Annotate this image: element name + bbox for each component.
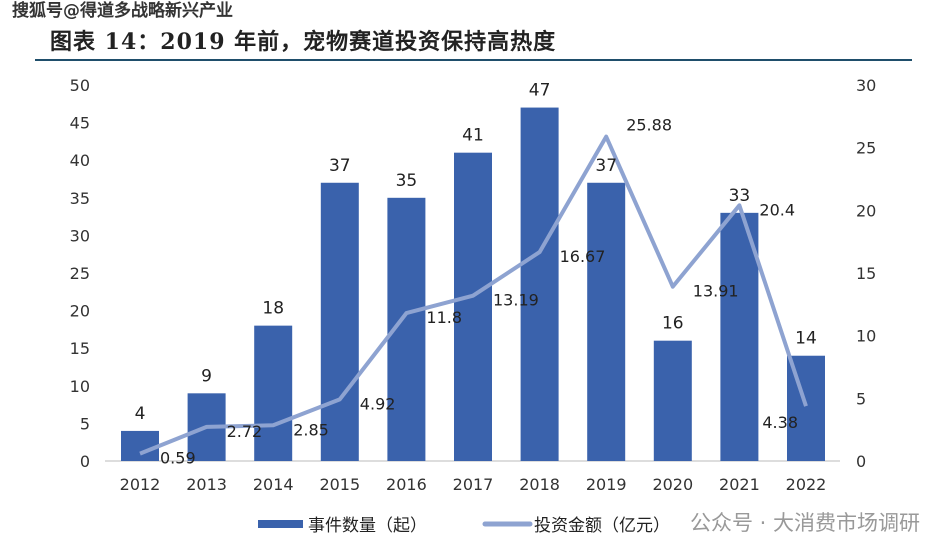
x-tick-label: 2022 bbox=[786, 475, 827, 494]
right-tick-label: 25 bbox=[856, 139, 876, 158]
right-tick-label: 30 bbox=[856, 76, 876, 95]
right-tick-label: 10 bbox=[856, 327, 876, 346]
left-tick-label: 40 bbox=[70, 151, 90, 170]
x-tick-label: 2017 bbox=[453, 475, 494, 494]
line-data-label: 4.92 bbox=[360, 394, 396, 413]
bar-data-label: 37 bbox=[595, 156, 617, 176]
line-data-label: 16.67 bbox=[560, 247, 606, 266]
bar-data-label: 33 bbox=[729, 186, 751, 206]
bar bbox=[520, 107, 559, 461]
x-tick-label: 2012 bbox=[120, 475, 161, 494]
legend-label-line: 投资金额（亿元） bbox=[534, 516, 670, 536]
left-tick-label: 45 bbox=[70, 114, 90, 133]
bar bbox=[320, 182, 359, 461]
bar bbox=[454, 152, 492, 461]
bar-data-label: 37 bbox=[329, 156, 351, 176]
line-data-label: 20.4 bbox=[759, 200, 795, 219]
line-data-label: 25.88 bbox=[626, 116, 672, 135]
left-tick-label: 0 bbox=[80, 452, 90, 471]
line-data-label: 2.85 bbox=[293, 420, 329, 439]
chart-title: 图表 14：2019 年前，宠物赛道投资保持高热度 bbox=[50, 29, 557, 55]
bar-data-label: 18 bbox=[262, 299, 284, 319]
x-tick-label: 2018 bbox=[519, 475, 560, 494]
bar-data-label: 35 bbox=[396, 171, 418, 191]
line-data-label: 2.72 bbox=[227, 422, 263, 441]
line-data-label: 0.59 bbox=[160, 449, 196, 468]
left-tick-label: 15 bbox=[70, 339, 90, 358]
title-divider bbox=[35, 59, 912, 61]
bar bbox=[121, 430, 159, 461]
left-tick-label: 30 bbox=[70, 226, 90, 245]
x-tick-label: 2013 bbox=[186, 475, 227, 494]
x-tick-label: 2015 bbox=[319, 475, 360, 494]
right-tick-label: 20 bbox=[856, 201, 876, 220]
left-tick-label: 10 bbox=[70, 377, 90, 396]
legend-label-bar: 事件数量（起） bbox=[308, 516, 427, 536]
bar bbox=[254, 325, 293, 461]
x-tick-label: 2014 bbox=[253, 475, 294, 494]
x-tick-label: 2019 bbox=[586, 475, 627, 494]
bar-data-label: 14 bbox=[795, 329, 817, 349]
right-tick-label: 15 bbox=[856, 264, 876, 283]
left-tick-label: 20 bbox=[70, 302, 90, 321]
bar bbox=[720, 212, 759, 461]
x-tick-label: 2021 bbox=[719, 475, 760, 494]
bar-data-label: 41 bbox=[462, 126, 484, 146]
x-tick-label: 2016 bbox=[386, 475, 427, 494]
left-tick-label: 5 bbox=[80, 414, 90, 433]
line-data-label: 4.38 bbox=[762, 413, 798, 432]
line-data-label: 13.91 bbox=[693, 282, 739, 301]
bar-data-label: 47 bbox=[529, 81, 551, 101]
bar-data-label: 16 bbox=[662, 314, 684, 334]
legend-swatch-bar bbox=[258, 520, 303, 528]
right-tick-label: 5 bbox=[856, 389, 866, 408]
bar bbox=[653, 340, 692, 461]
bar-data-label: 9 bbox=[201, 366, 212, 386]
bar-data-label: 4 bbox=[135, 404, 146, 424]
line-data-label: 11.8 bbox=[426, 308, 462, 327]
watermark-bottom: 公众号 · 大消费市场调研 bbox=[690, 511, 921, 535]
series-line bbox=[139, 134, 808, 456]
left-tick-label: 25 bbox=[70, 264, 90, 283]
line-data-label: 13.19 bbox=[493, 291, 539, 310]
right-tick-label: 0 bbox=[856, 452, 866, 471]
watermark-top: 搜狐号@得道多战略新兴产业 bbox=[12, 1, 233, 21]
left-tick-label: 35 bbox=[70, 189, 90, 208]
x-tick-label: 2020 bbox=[652, 475, 693, 494]
bar bbox=[587, 182, 626, 461]
left-tick-label: 50 bbox=[70, 76, 90, 95]
